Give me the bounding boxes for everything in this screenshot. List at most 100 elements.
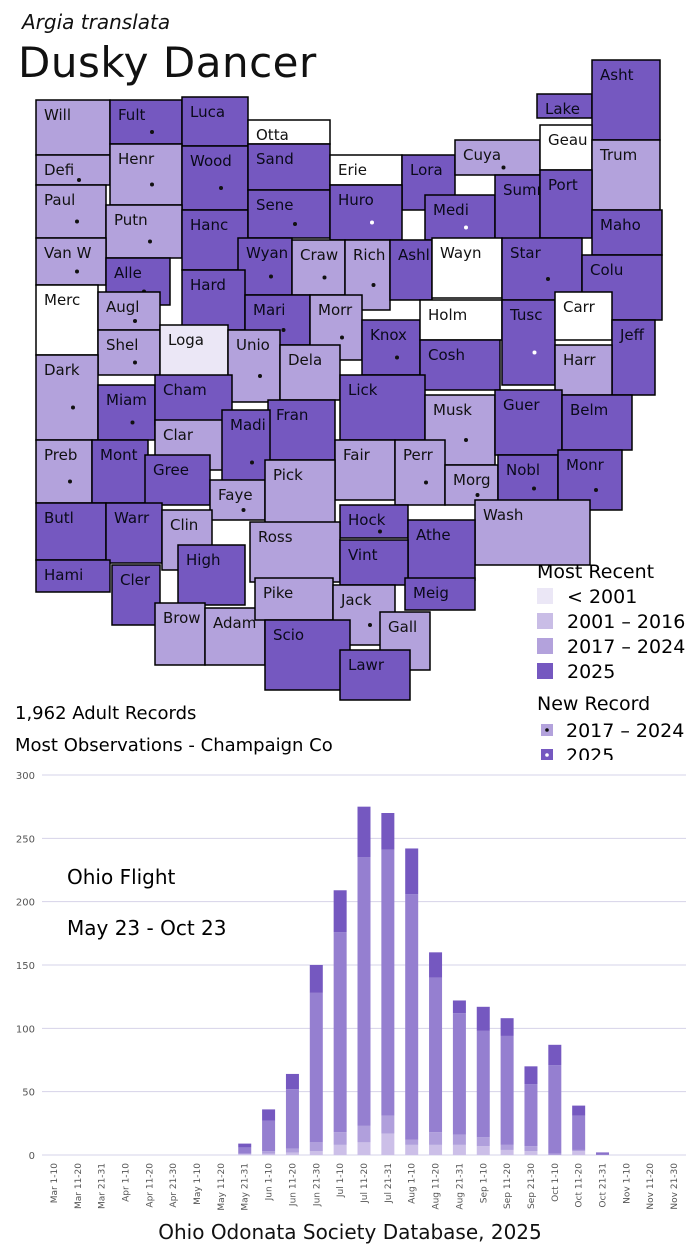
bar-segment [429,1144,443,1155]
ohio-county-map: Will Fult Luca Otta Defi Henr Wood Sand Erie Lora… [15,59,685,760]
record-dot [464,438,468,442]
county-lawr: Lawr [339,649,411,701]
bar-segment [500,1149,514,1155]
county-label: Gall [388,618,417,636]
county-label: Fran [276,406,308,424]
county-shape [35,559,111,593]
county-hock: Hock [339,504,409,539]
county-shape [181,269,246,331]
county-label: Lora [410,161,443,179]
county-label: Asht [600,66,634,84]
bar-segment [524,1146,538,1152]
county-shape [97,329,161,376]
county-shape [444,464,499,506]
county-shape [361,319,421,376]
county-shape [91,439,149,504]
county-vint: Vint [339,539,409,586]
county-shape [181,96,249,147]
county-label: Unio [236,336,270,354]
county-label: Miam [106,391,147,409]
bar-segment [238,1153,252,1155]
bar-segment [500,1144,514,1150]
y-tick-label: 250 [16,834,35,845]
legend-new-dot [545,753,549,757]
county-wash: Wash [474,499,591,566]
county-label: Paul [44,191,75,209]
record-dot [532,486,536,491]
bar-segment [238,1143,252,1148]
bar-segment [429,952,443,978]
record-dot [501,165,506,170]
county-label: Wayn [440,244,481,262]
record-dot [281,328,286,332]
county-label: Dela [288,351,322,369]
county-shape [97,291,161,331]
county-label: Mont [100,446,138,464]
bar-segment [262,1151,276,1154]
county-hami: Hami [35,559,111,593]
county-shape [177,544,246,606]
record-dot [378,529,382,534]
county-label: Morg [453,471,491,489]
county-shape [264,619,351,691]
county-label: Carr [563,298,596,316]
county-label: Alle [114,264,142,282]
county-preb: Preb [35,439,93,504]
county-label: Medi [433,201,469,219]
bar-segment [476,1030,490,1138]
record-dot [532,350,537,355]
county-label: Guer [503,396,540,414]
flight-annotation-range: May 23 - Oct 23 [67,916,226,940]
county-port: Port [539,169,593,239]
county-label: Henr [118,150,155,168]
bar-segment [452,1000,466,1014]
bar-segment [285,1152,299,1155]
x-tick-label: Aug 1-10 [408,1163,418,1204]
legend-swatch [537,638,553,654]
bar-segment [309,992,323,1143]
bar-segment [405,1144,419,1155]
county-label: Wood [190,152,232,170]
county-label: Holm [428,306,467,324]
record-dot [424,480,428,485]
record-dot [395,355,399,360]
legend-swatch [537,613,553,629]
county-label: Musk [433,401,472,419]
county-shape [254,577,334,621]
bar-segment [381,849,395,1116]
county-label: Star [510,244,542,262]
y-tick-label: 100 [16,1024,35,1035]
county-luca: Luca [181,96,249,147]
county-shape [105,502,163,564]
county-sene: Sene [247,189,331,239]
county-label: Morr [318,301,353,319]
county-label: Hami [44,566,83,584]
record-dot [594,488,598,492]
y-tick-label: 150 [16,961,35,972]
county-gree: Gree [144,454,211,506]
county-label: Lawr [348,656,385,674]
county-shape [431,237,503,299]
legend-label: 2025 [567,661,615,683]
county-label: Geau [548,131,588,149]
county-label: Augl [106,298,139,316]
map-legend: Most Recent < 2001 2001 – 2016 2017 – 2024… [537,561,685,760]
county-van-w: Van W [35,237,107,286]
county-shape [497,454,559,503]
county-nobl: Nobl [497,454,559,503]
county-label: Rich [353,246,385,264]
county-pick: Pick [264,459,336,526]
county-medi: Medi [424,194,496,241]
bar-segment [452,1013,466,1135]
record-dot [133,319,137,323]
county-loga: Loga [159,324,229,381]
county-shape [111,564,161,626]
county-morg: Morg [444,464,499,506]
county-shape [539,169,593,239]
bar-segment [262,1153,276,1155]
county-summ: Summ [494,174,551,241]
county-label: Warr [114,509,150,527]
county-miam: Miam [97,384,156,441]
county-shape [109,143,183,206]
